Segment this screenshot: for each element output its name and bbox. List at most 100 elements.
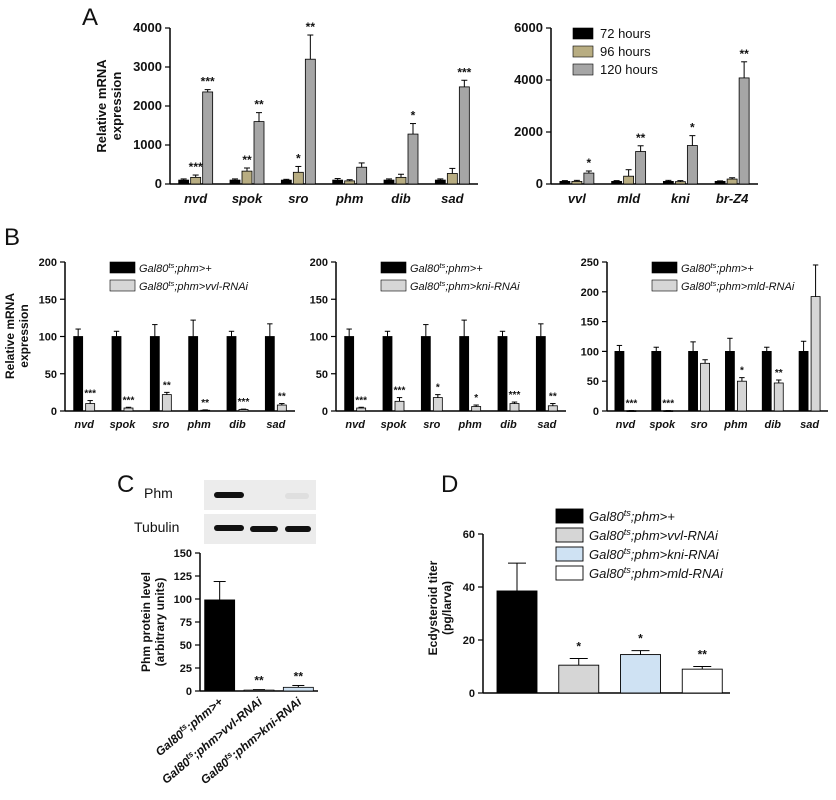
legend-label: 72 hours	[600, 26, 651, 41]
significance-label: **	[549, 392, 557, 403]
bar	[241, 170, 253, 185]
bar	[85, 403, 96, 412]
bar	[623, 175, 635, 185]
panel-letter-a: A	[82, 4, 98, 31]
bar	[773, 382, 784, 412]
x-tick-label: sro	[423, 419, 440, 431]
legend-label: Gal80ts;phm>kni-RNAi	[589, 546, 720, 562]
legend-label: Gal80ts;phm>+	[410, 261, 483, 275]
x-tick-label: kni	[671, 191, 690, 206]
legend-swatch	[380, 261, 407, 274]
legend-swatch	[380, 279, 407, 292]
blot-row-phm	[204, 480, 316, 510]
significance-label: ***	[123, 395, 135, 406]
y-axis-title: expression	[17, 304, 31, 367]
legend-label: Gal80ts;phm>+	[681, 261, 754, 275]
y-tick-label: 2000	[133, 98, 162, 113]
bar	[332, 179, 344, 185]
bar	[204, 599, 236, 692]
y-tick-label: 100	[581, 346, 599, 358]
y-tick-label: 0	[469, 688, 475, 700]
bar	[202, 91, 214, 185]
panel-letter-d: D	[441, 471, 458, 498]
significance-label: ***	[355, 395, 367, 406]
blot-band	[285, 493, 309, 499]
bar	[178, 179, 190, 185]
y-tick-label: 3000	[133, 59, 162, 74]
blot-band	[214, 492, 244, 498]
bar	[188, 336, 199, 412]
legend-swatch	[555, 508, 584, 524]
bar	[190, 176, 202, 185]
bar	[458, 86, 470, 185]
blot-band	[214, 525, 244, 531]
y-tick-label: 200	[310, 257, 328, 269]
y-tick-label: 0	[51, 406, 57, 418]
bar	[509, 403, 520, 412]
bar	[459, 336, 470, 412]
y-axis-title: Relative mRNA	[3, 293, 17, 379]
bar	[382, 336, 393, 412]
y-axis-title: Ecdysteroid titer	[426, 560, 440, 655]
bar	[264, 336, 275, 412]
legend-swatch	[572, 45, 594, 58]
x-tick-label: br-Z4	[716, 191, 749, 206]
x-tick-label: spok	[381, 419, 408, 431]
x-tick-label: phm	[335, 191, 364, 206]
bar	[620, 654, 661, 694]
bar	[394, 400, 405, 412]
significance-label: **	[278, 392, 286, 403]
blot-label-phm: Phm	[144, 485, 173, 501]
bar	[725, 350, 735, 412]
legend-swatch	[651, 279, 678, 292]
legend-swatch	[109, 279, 136, 292]
bar	[674, 181, 686, 185]
panel-letter-b: B	[4, 224, 20, 251]
y-tick-label: 150	[581, 317, 599, 329]
x-tick-label: phm	[458, 419, 482, 431]
y-tick-label: 200	[39, 257, 57, 269]
x-tick-label: nvd	[616, 419, 636, 431]
y-tick-label: 0	[155, 176, 162, 191]
y-tick-label: 0	[593, 406, 599, 418]
x-tick-label: sad	[441, 191, 464, 206]
x-tick-label: mld	[617, 191, 641, 206]
y-tick-label: 150	[310, 294, 328, 306]
bar	[714, 180, 726, 185]
bar	[111, 336, 122, 412]
legend-label: 120 hours	[600, 62, 658, 77]
bar	[761, 350, 772, 412]
significance-label: *	[411, 109, 416, 123]
y-tick-label: 0	[536, 176, 543, 191]
significance-label: *	[576, 640, 581, 654]
significance-label: *	[474, 393, 478, 404]
significance-label: **	[294, 669, 304, 683]
bar	[614, 350, 625, 412]
significance-label: **	[254, 98, 264, 112]
significance-label: *	[638, 632, 643, 646]
y-tick-label: 0	[186, 686, 192, 698]
bar	[383, 179, 395, 185]
significance-label: ***	[394, 386, 406, 397]
western-blot	[204, 480, 316, 546]
y-tick-label: 0	[322, 406, 328, 418]
y-tick-label: 4000	[133, 20, 162, 35]
bar	[161, 394, 172, 412]
y-axis-title: (arbitrary units)	[153, 578, 167, 667]
bar	[635, 151, 647, 185]
y-tick-label: 150	[39, 294, 57, 306]
y-tick-label: 50	[316, 369, 328, 381]
significance-label: **	[201, 398, 209, 409]
blot-band	[250, 526, 278, 532]
significance-label: **	[163, 380, 171, 391]
blot-row-tubulin	[204, 514, 316, 544]
x-tick-label: sad	[800, 419, 819, 431]
y-axis-title: (pg/larva)	[440, 581, 454, 635]
y-tick-label: 50	[45, 369, 57, 381]
x-tick-label: nvd	[74, 419, 94, 431]
bar	[420, 336, 431, 412]
significance-label: ***	[238, 397, 250, 408]
bar	[737, 380, 747, 412]
legend-label: Gal80ts;phm>mld-RNAi	[681, 279, 795, 293]
